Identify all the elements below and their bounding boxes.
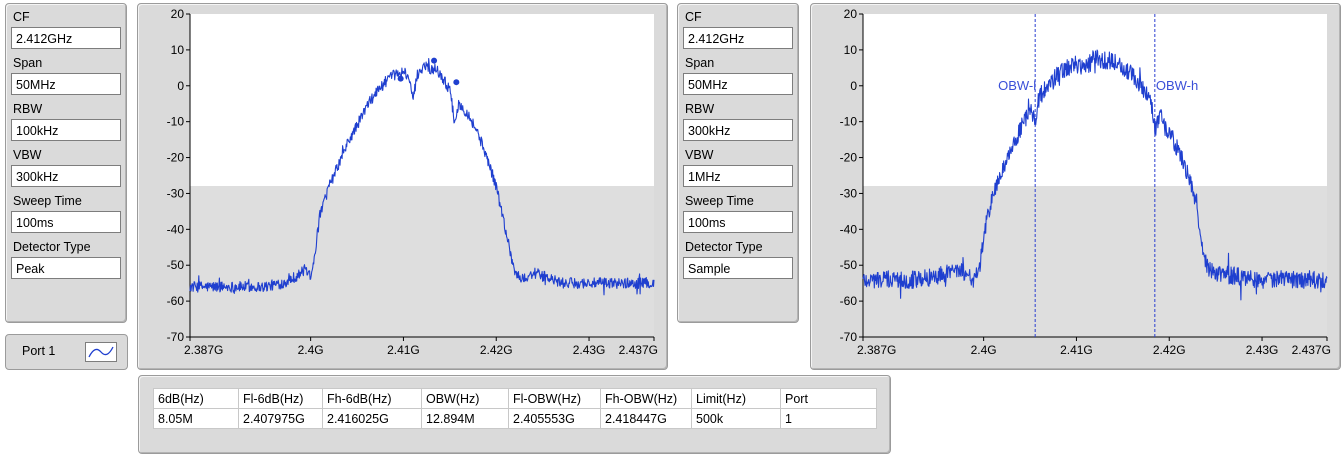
span-label: Span [685,56,715,70]
x-tick-label: 2.437G [1292,343,1331,357]
detector-type-field[interactable]: Peak [11,257,121,279]
y-tick-label: 10 [844,43,858,57]
obw-marker-label: OBW-l [998,78,1036,93]
sweep-time-field[interactable]: 100ms [683,211,793,233]
sweep-time-field[interactable]: 100ms [11,211,121,233]
x-tick-label: 2.387G [857,343,896,357]
results-table-panel: 6dB(Hz) Fl-6dB(Hz) Fh-6dB(Hz) OBW(Hz) Fl-OBW… [138,375,891,454]
column-header: Port [780,388,877,409]
column-header: Fl-OBW(Hz) [508,388,601,409]
table-row[interactable]: 8.05M 2.407975G 2.416025G 12.894M 2.405553G 2… [153,408,877,429]
column-header: Fh-6dB(Hz) [322,388,422,409]
y-tick-label: -10 [840,115,858,129]
y-tick-label: -70 [840,330,858,344]
cf-label: CF [13,10,30,24]
rbw-label: RBW [685,102,715,116]
y-tick-label: -10 [167,115,185,129]
plot-area-lower [190,186,654,337]
table-cell: 2.416025G [322,408,422,429]
x-tick-label: 2.43G [1246,343,1279,357]
y-tick-label: -50 [167,258,185,272]
peak-marker[interactable] [453,79,460,86]
y-tick-label: -70 [167,330,185,344]
y-tick-label: 0 [177,79,184,93]
trace-style-icon[interactable] [85,342,117,362]
x-tick-label: 2.4G [298,343,324,357]
vbw-label: VBW [13,148,42,162]
detector-type-field[interactable]: Sample [683,257,793,279]
vbw-field[interactable]: 1MHz [683,165,793,187]
plot-area-upper [863,14,1327,186]
port-legend[interactable]: Port 1 [5,334,128,370]
cf-field[interactable]: 2.412GHz [683,27,793,49]
cf-field[interactable]: 2.412GHz [11,27,121,49]
y-tick-label: -20 [840,151,858,165]
table-cell: 1 [780,408,877,429]
table-cell: 12.894M [421,408,509,429]
y-tick-label: -40 [167,222,185,236]
peak-marker[interactable] [431,57,438,64]
spectrum-plot-right[interactable]: 20 10 0 -10 -20 -30 -40 -50 -60 -70 2.387G 2.4G 2.41… [810,3,1341,370]
y-tick-label: 20 [171,7,185,21]
y-tick-label: -50 [840,258,858,272]
sweep-time-label: Sweep Time [685,194,754,208]
vbw-label: VBW [685,148,714,162]
spectrum-chart-left: 20 10 0 -10 -20 -30 -40 -50 -60 -702.387G 2.4G 2.41… [167,7,658,357]
y-tick-label: -60 [167,294,185,308]
spectrum-trace [862,49,1328,301]
plot-area-upper [190,14,654,186]
y-tick-label: -60 [840,294,858,308]
x-tick-label: 2.41G [1060,343,1093,357]
y-tick-label: 10 [171,43,185,57]
table-cell: 8.05M [153,408,239,429]
port-label: Port 1 [22,344,56,358]
column-header: Limit(Hz) [691,388,781,409]
span-field[interactable]: 50MHz [11,73,121,95]
span-field[interactable]: 50MHz [683,73,793,95]
settings-panel-right: CF 2.412GHz Span 50MHz RBW 300kHz VBW 1M… [677,3,799,323]
column-header: Fh-OBW(Hz) [600,388,692,409]
plot-area-lower [863,186,1327,337]
x-tick-label: 2.42G [1153,343,1186,357]
peak-marker[interactable] [397,75,404,82]
results-table[interactable]: 6dB(Hz) Fl-6dB(Hz) Fh-6dB(Hz) OBW(Hz) Fl-OBW… [153,388,877,429]
spectrum-plot-left[interactable]: 20 10 0 -10 -20 -30 -40 -50 -60 -70 2.387G 2.4G 2.41… [137,3,668,370]
column-header: OBW(Hz) [421,388,509,409]
rbw-field[interactable]: 300kHz [683,119,793,141]
y-tick-label: -30 [167,186,185,200]
vbw-field[interactable]: 300kHz [11,165,121,187]
table-cell: 2.418447G [600,408,692,429]
y-tick-label: 0 [850,79,857,93]
detector-type-label: Detector Type [685,240,763,254]
obw-marker-label: OBW-h [1156,78,1198,93]
x-tick-label: 2.4G [971,343,997,357]
settings-panel-left: CF 2.412GHz Span 50MHz RBW 100kHz VBW 30… [5,3,127,323]
y-tick-label: 20 [844,7,858,21]
table-header-row[interactable]: 6dB(Hz) Fl-6dB(Hz) Fh-6dB(Hz) OBW(Hz) Fl-OBW… [153,388,877,409]
spectrum-trace [189,58,655,296]
span-label: Span [13,56,43,70]
y-tick-label: -30 [840,186,858,200]
cf-label: CF [685,10,702,24]
rbw-field[interactable]: 100kHz [11,119,121,141]
x-tick-label: 2.437G [619,343,658,357]
column-header: Fl-6dB(Hz) [238,388,323,409]
sweep-time-label: Sweep Time [13,194,82,208]
x-tick-label: 2.42G [480,343,513,357]
spectrum-chart-right: 20 10 0 -10 -20 -30 -40 -50 -60 -702.387G 2.4G 2.41… [840,7,1331,357]
rbw-label: RBW [13,102,43,116]
x-tick-label: 2.387G [184,343,223,357]
y-tick-label: -40 [840,222,858,236]
table-cell: 500k [691,408,781,429]
column-header: 6dB(Hz) [153,388,239,409]
table-cell: 2.405553G [508,408,601,429]
y-tick-label: -20 [167,151,185,165]
x-tick-label: 2.41G [387,343,420,357]
x-tick-label: 2.43G [573,343,606,357]
table-cell: 2.407975G [238,408,323,429]
detector-type-label: Detector Type [13,240,91,254]
